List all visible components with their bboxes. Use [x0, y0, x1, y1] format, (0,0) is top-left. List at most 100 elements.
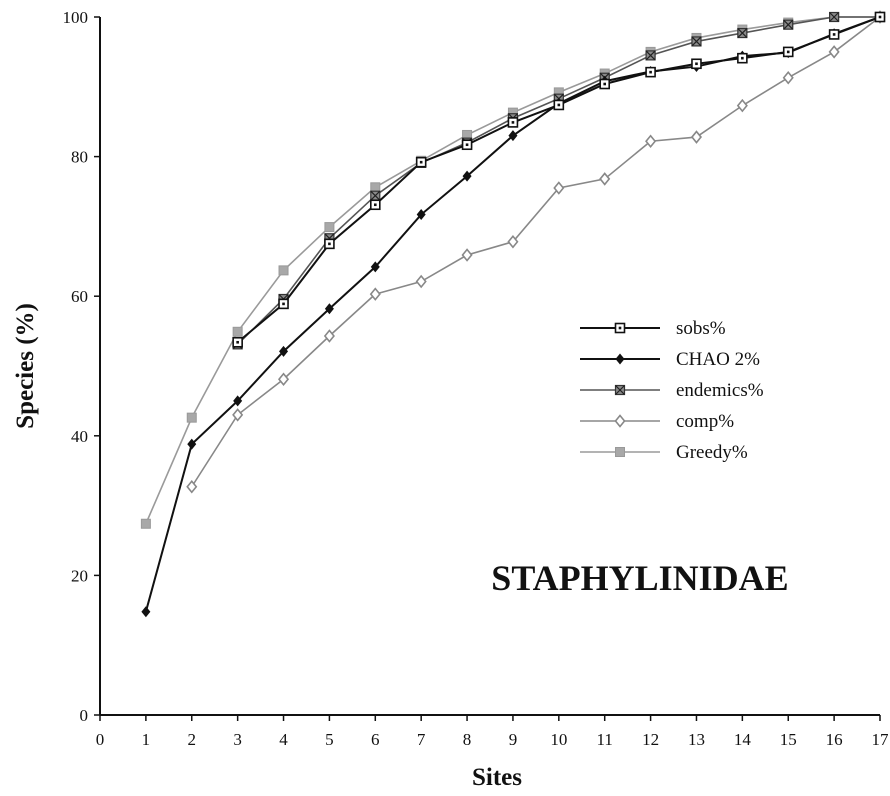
x-tick-label: 16: [826, 730, 843, 749]
x-tick-label: 0: [96, 730, 105, 749]
y-tick-label: 40: [71, 427, 88, 446]
x-tick-label: 10: [550, 730, 567, 749]
data-point: [278, 265, 289, 276]
series-1: [232, 11, 886, 348]
legend-marker: [615, 447, 625, 457]
data-point: [186, 412, 197, 423]
x-axis-title: Sites: [472, 764, 522, 791]
x-tick-label: 15: [780, 730, 797, 749]
data-point: [874, 11, 886, 23]
data-point: [369, 287, 381, 301]
data-point: [232, 326, 243, 337]
x-tick-label: 4: [279, 730, 288, 749]
legend-label: comp%: [676, 411, 734, 432]
series-2: [141, 11, 885, 618]
legend-marker: [614, 414, 626, 428]
data-point: [783, 19, 794, 30]
data-point: [233, 395, 243, 407]
y-tick-label: 0: [80, 706, 89, 725]
x-tick-label: 1: [142, 730, 151, 749]
data-point: [645, 50, 656, 61]
series-4: [186, 10, 886, 494]
legend-item: sobs%: [580, 318, 726, 339]
x-tick-label: 2: [188, 730, 197, 749]
y-tick-label: 100: [63, 8, 89, 27]
data-point: [232, 408, 244, 422]
data-point: [691, 58, 702, 70]
data-point: [645, 66, 656, 78]
data-point: [140, 518, 151, 529]
series-5: [140, 12, 885, 529]
data-point: [737, 52, 748, 64]
data-point: [507, 234, 519, 249]
data-point: [553, 99, 565, 111]
data-point: [370, 261, 380, 273]
data-point: [415, 274, 427, 289]
legend-item: endemics%: [580, 380, 764, 401]
data-point: [415, 156, 427, 168]
data-point: [324, 222, 335, 233]
data-point: [370, 190, 381, 201]
legend-label: CHAO 2%: [676, 349, 760, 370]
legend-label: endemics%: [676, 380, 764, 401]
series-line: [145, 16, 880, 525]
data-point: [828, 29, 840, 40]
data-point: [599, 172, 611, 186]
data-point: [690, 130, 703, 144]
x-tick-label: 12: [642, 730, 659, 749]
data-point: [553, 181, 565, 195]
y-ticks: 0 20 40 60 80 100: [63, 8, 100, 725]
series-line: [237, 16, 880, 345]
x-tick-label: 8: [463, 730, 472, 749]
data-point: [278, 298, 289, 310]
data-point: [736, 98, 748, 113]
data-point: [279, 345, 289, 357]
data-point: [416, 209, 426, 221]
data-point: [369, 199, 381, 211]
data-point: [324, 238, 335, 250]
series-line: [237, 16, 881, 344]
data-point: [828, 45, 840, 59]
series-line: [191, 16, 881, 488]
data-point: [141, 606, 151, 618]
data-point: [324, 303, 334, 315]
data-point: [507, 117, 519, 128]
legend-marker: [614, 384, 626, 396]
x-tick-label: 13: [688, 730, 705, 749]
y-tick-label: 20: [71, 566, 88, 585]
y-tick-label: 60: [71, 287, 88, 306]
data-point: [461, 139, 473, 151]
y-tick-label: 80: [71, 148, 88, 167]
x-tick-label: 3: [233, 730, 242, 749]
data-point: [691, 36, 702, 47]
data-point: [461, 248, 473, 262]
data-point: [323, 329, 335, 343]
x-tick-label: 7: [417, 730, 426, 749]
series-layer: [140, 10, 886, 618]
data-point: [186, 479, 198, 494]
data-point: [829, 11, 840, 23]
legend-item: Greedy%: [580, 442, 748, 463]
data-point: [232, 336, 243, 348]
legend-item: CHAO 2%: [580, 349, 760, 370]
axes: [99, 17, 880, 716]
data-point: [277, 372, 290, 387]
data-point: [782, 70, 794, 85]
x-tick-label: 17: [872, 730, 890, 749]
x-tick-label: 11: [597, 730, 613, 749]
legend-marker: [615, 353, 625, 365]
chart-title: STAPHYLINIDAE: [491, 558, 788, 598]
data-point: [737, 27, 748, 39]
x-tick-label: 5: [325, 730, 334, 749]
x-tick-label: 14: [734, 730, 752, 749]
data-point: [508, 130, 518, 142]
data-point: [645, 134, 657, 149]
legend-label: sobs%: [676, 318, 726, 339]
data-point: [782, 46, 794, 58]
data-point: [462, 170, 472, 182]
series-line: [144, 16, 881, 612]
series-3: [232, 11, 886, 350]
data-point: [599, 78, 611, 90]
data-point: [370, 182, 381, 193]
